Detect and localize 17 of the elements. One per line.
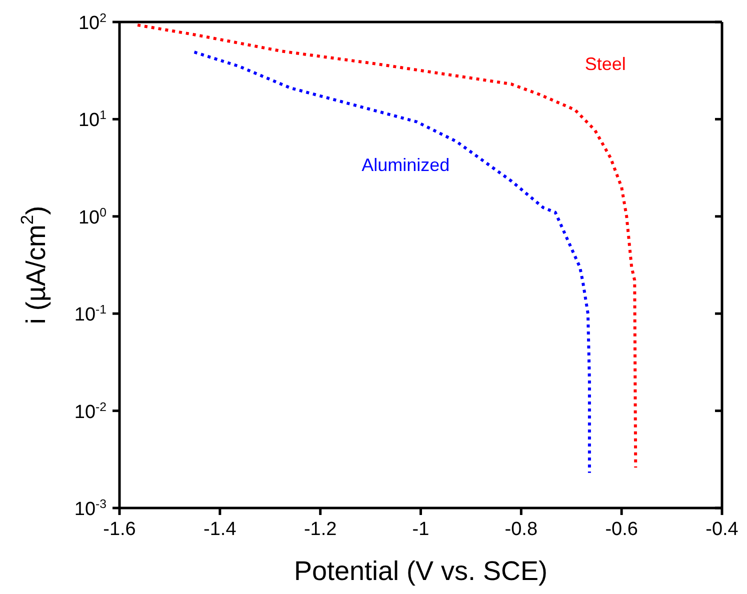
line-series	[136, 24, 638, 470]
text: Steel	[584, 54, 626, 74]
y-tick-label: 10$^{0}$	[78, 205, 107, 228]
y-tick-label: 10$^{-2}$	[74, 400, 107, 423]
x-tick-label: -1.4	[204, 519, 237, 540]
y-tick-label: 10$^{-3}$	[74, 497, 107, 520]
x-tick-label: -1.6	[103, 519, 136, 540]
y-tick-label: 10$^{-1}$	[74, 302, 107, 326]
x-tick-label: -0.6	[605, 519, 638, 540]
y-tick-label: 10$^{2}$	[78, 11, 107, 34]
y-tick-label: 10$^{1}$	[78, 108, 107, 132]
series-label: Aluminized	[362, 155, 450, 176]
x-axis-title: Potential (V vs. SCE)	[294, 556, 548, 586]
x-tick-label: -1.2	[304, 519, 337, 540]
x-tick-label: -0.4	[706, 519, 739, 540]
x-tick-label: -0.8	[504, 519, 538, 540]
x-tick-label: -1	[412, 519, 430, 540]
